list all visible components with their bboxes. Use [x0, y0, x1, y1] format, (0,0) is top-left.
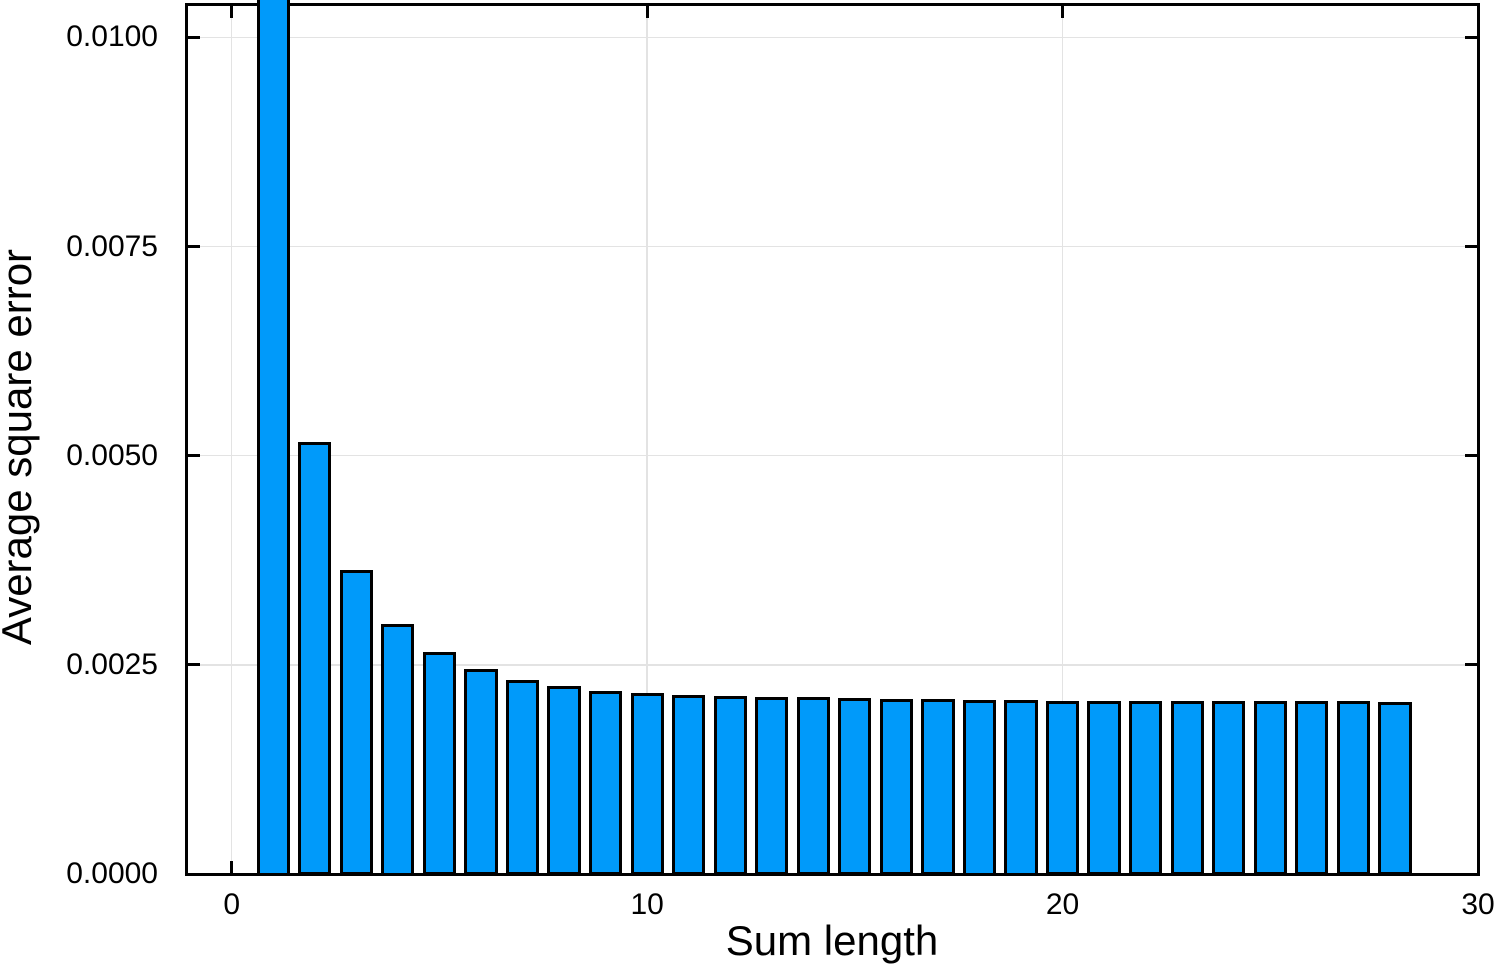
x-axis-label: Sum length — [725, 917, 939, 964]
x-tick-top-30 — [1476, 5, 1480, 18]
bar-sum-length-1 — [256, 0, 290, 876]
y-tick-label-0.0100: 0.0100 — [66, 20, 158, 54]
bar-sum-length-16 — [879, 699, 913, 876]
gridline-horizontal-y-0.01 — [186, 36, 1478, 39]
bar-sum-length-6 — [464, 669, 498, 876]
y-tick-left-0.0025 — [187, 663, 200, 667]
bar-sum-length-7 — [505, 679, 540, 876]
y-tick-right-0.0075 — [1464, 245, 1477, 249]
bar-sum-length-28 — [1378, 701, 1412, 876]
bar-sum-length-27 — [1336, 700, 1370, 876]
x-tick-top-10 — [645, 5, 649, 18]
bar-sum-length-8 — [547, 685, 581, 876]
x-tick-bottom-0 — [230, 860, 234, 873]
gridline-vertical-x-0 — [230, 4, 233, 874]
y-tick-right-0 — [1464, 872, 1477, 876]
x-tick-label-0: 0 — [223, 888, 241, 921]
bar-sum-length-3 — [339, 570, 373, 876]
y-tick-label-0.0025: 0.0025 — [66, 647, 158, 681]
x-tick-label-20: 20 — [1045, 888, 1080, 921]
bar-sum-length-9 — [588, 690, 623, 876]
bar-sum-length-25 — [1253, 700, 1287, 876]
bar-sum-length-12 — [713, 695, 747, 876]
y-tick-label-0.0075: 0.0075 — [66, 229, 158, 263]
y-tick-label-0.0050: 0.0050 — [66, 438, 158, 472]
gridline-horizontal-y-0.0025 — [186, 664, 1478, 666]
bar-sum-length-21 — [1087, 700, 1121, 876]
y-axis-label: Average square error — [0, 248, 40, 646]
y-tick-right-0.01 — [1464, 35, 1477, 39]
bar-sum-length-14 — [796, 697, 830, 876]
y-tick-label-0.0000: 0.0000 — [66, 857, 158, 890]
bar-sum-length-22 — [1129, 700, 1163, 876]
bar-sum-length-10 — [630, 693, 664, 876]
gridline-vertical-x-20 — [1061, 4, 1064, 874]
y-tick-left-0 — [187, 872, 200, 876]
x-tick-bottom-30 — [1476, 860, 1480, 873]
bar-sum-length-15 — [838, 698, 872, 876]
bar-sum-length-13 — [755, 697, 789, 876]
bar-sum-length-23 — [1170, 700, 1204, 876]
bar-sum-length-5 — [422, 652, 457, 876]
bar-sum-length-24 — [1212, 700, 1246, 876]
gridline-horizontal-y-0.0075 — [186, 245, 1478, 248]
bar-sum-length-4 — [381, 623, 415, 876]
bar-sum-length-17 — [921, 699, 955, 876]
y-tick-left-0.005 — [187, 454, 200, 458]
bar-sum-length-2 — [298, 441, 332, 876]
y-tick-right-0.0025 — [1464, 663, 1477, 667]
bar-sum-length-26 — [1295, 700, 1329, 876]
x-tick-top-20 — [1061, 5, 1065, 18]
bar-sum-length-11 — [672, 694, 706, 876]
x-tick-top-0 — [230, 5, 234, 18]
x-tick-label-10: 10 — [630, 888, 664, 921]
bar-sum-length-20 — [1045, 700, 1080, 876]
gridline-vertical-x-10 — [646, 4, 648, 874]
x-tick-label-30: 30 — [1461, 888, 1495, 921]
y-tick-left-0.0075 — [187, 245, 200, 249]
bar-sum-length-18 — [962, 700, 997, 876]
gridline-horizontal-y-0.005 — [186, 454, 1478, 457]
plot-frame — [184, 2, 1480, 876]
y-tick-left-0.01 — [187, 35, 200, 39]
y-tick-right-0.005 — [1464, 454, 1477, 458]
bar-sum-length-19 — [1004, 700, 1038, 876]
